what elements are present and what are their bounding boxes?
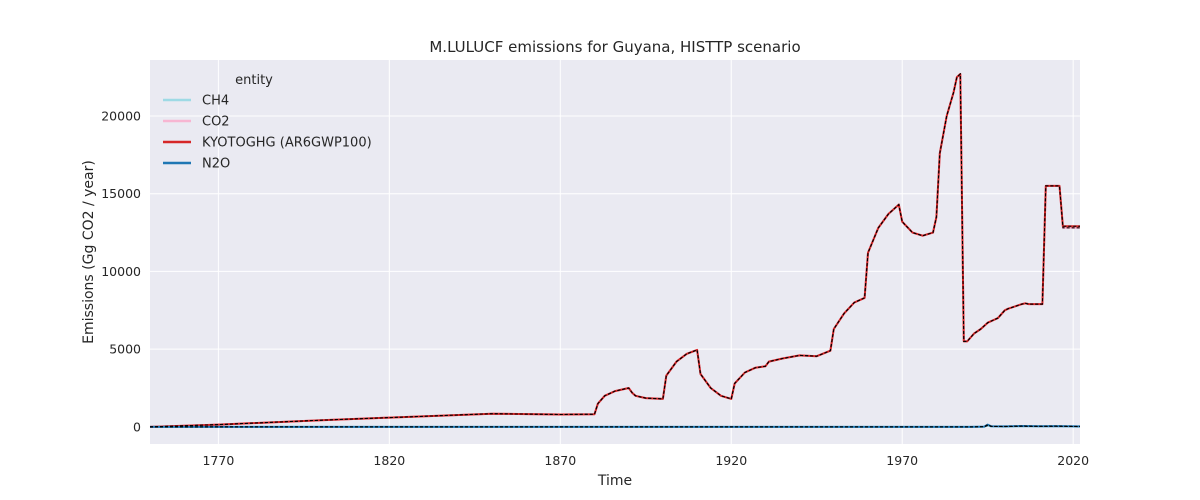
y-tick-label: 10000 (101, 264, 141, 279)
x-axis-label: Time (597, 473, 632, 489)
plot-area (150, 60, 1080, 444)
series-layer (149, 72, 1081, 428)
legend-label-co2: CO2 (202, 115, 230, 130)
x-tick-label: 1820 (373, 453, 405, 468)
y-tick-label: 5000 (109, 342, 141, 357)
y-tick-label: 20000 (101, 108, 141, 123)
y-axis-label: Emissions (Gg CO2 / year) (81, 160, 97, 344)
chart-title: M.LULUCF emissions for Guyana, HISTTP sc… (429, 38, 800, 56)
x-tick-label: 2020 (1057, 453, 1089, 468)
legend-label-kyotoghg-ar6gwp100: KYOTOGHG (AR6GWP100) (202, 136, 372, 151)
series-overlay-n2o (150, 424, 1081, 428)
series-overlay-kyotoghg-ar6gwp100 (149, 72, 1080, 428)
x-tick-label: 1770 (202, 453, 234, 468)
legend: entity CH4 CO2 KYOTOGHG (AR6GWP100) N2O (163, 73, 372, 172)
x-tick-label: 1970 (886, 453, 918, 468)
legend-title: entity (235, 73, 273, 88)
x-tick-label: 1920 (715, 453, 747, 468)
legend-label-ch4: CH4 (202, 94, 229, 109)
legend-label-n2o: N2O (202, 157, 230, 172)
y-tick-label: 0 (133, 419, 141, 434)
x-tick-label: 1870 (544, 453, 576, 468)
y-tick-label: 15000 (101, 186, 141, 201)
tick-labels: 1770 1820 1870 1920 1970 2020 0 5000 10000 15000 2… (101, 108, 1089, 468)
